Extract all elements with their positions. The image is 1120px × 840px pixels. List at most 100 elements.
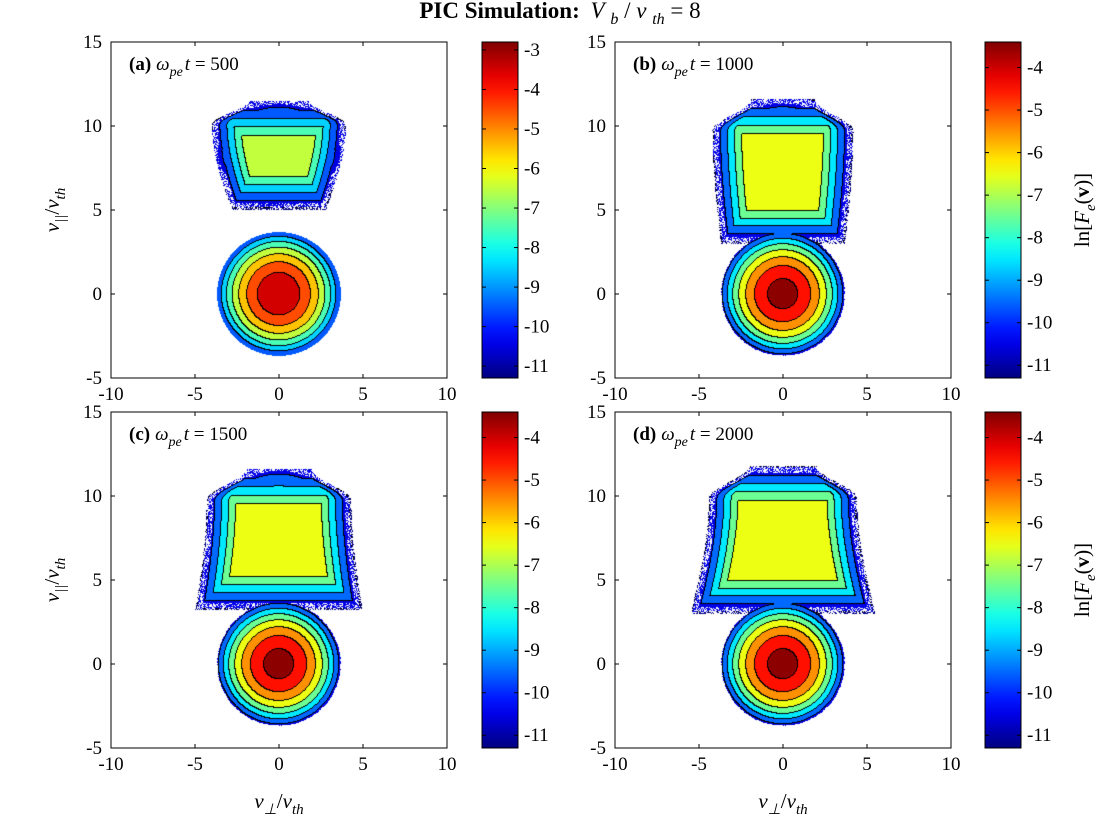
colorbar-tick-label: -9: [1027, 640, 1043, 661]
colorbar-tick-label: -8: [524, 238, 540, 259]
colorbar-tick-label: -6: [1027, 143, 1043, 164]
colorbar: [481, 41, 519, 379]
distribution-heatmap: [615, 42, 951, 378]
colorbar-tick-label: -9: [524, 277, 540, 298]
y-tick-label: 0: [93, 654, 103, 675]
x-tick-label: -10: [602, 384, 627, 405]
colorbar-tick-label: -5: [1027, 470, 1043, 491]
colorbar-tick-label: -10: [1027, 313, 1052, 334]
y-tick-label: 15: [587, 402, 606, 423]
figure-title-v: V: [591, 0, 608, 23]
x-axis-label: v⊥/vth: [758, 789, 807, 818]
y-tick-label: 5: [597, 570, 607, 591]
colorbar-tick-label: -8: [524, 598, 540, 619]
y-axis-label: v||/vth: [40, 188, 69, 232]
colorbar-tick-label: -4: [1027, 428, 1043, 449]
x-tick-label: 0: [778, 754, 788, 775]
colorbar-tick-label: -8: [1027, 228, 1043, 249]
y-axis-label: v||/vth: [40, 558, 69, 602]
x-tick-label: -5: [691, 384, 707, 405]
figure-title-slash: /: [624, 0, 631, 23]
colorbar-tick-label: -7: [524, 555, 540, 576]
distribution-heatmap: [615, 412, 951, 748]
figure-title-v-sub: b: [610, 11, 618, 28]
colorbar-tick-label: -4: [524, 428, 540, 449]
y-tick-label: 0: [93, 284, 103, 305]
panel-label: (b) ωpe t = 1000: [633, 54, 753, 80]
y-tick-label: 10: [83, 116, 102, 137]
x-tick-label: 0: [274, 754, 284, 775]
x-tick-label: 10: [438, 754, 457, 775]
colorbar-tick-label: -5: [1027, 100, 1043, 121]
figure-title-bold: PIC Simulation:: [419, 0, 579, 23]
y-tick-label: 10: [587, 116, 606, 137]
panel-label: (a) ωpe t = 500: [129, 54, 239, 80]
colorbar-tick-label: -5: [524, 119, 540, 140]
panel-label: (d) ωpe t = 2000: [633, 424, 753, 450]
y-tick-label: 5: [93, 570, 103, 591]
colorbar-tick-label: -11: [524, 356, 549, 377]
figure-title: PIC Simulation: V b / v th = 8: [419, 0, 700, 29]
colorbar-tick-label: -10: [524, 317, 549, 338]
y-tick-label: -5: [590, 738, 606, 759]
colorbar: [984, 411, 1022, 749]
x-tick-label: -10: [98, 754, 123, 775]
colorbar-tick-label: -10: [524, 683, 549, 704]
colorbar-tick-label: -4: [524, 79, 540, 100]
colorbar-tick-label: -7: [1027, 555, 1043, 576]
colorbar-tick-label: -11: [1027, 725, 1052, 746]
colorbar-tick-label: -5: [524, 470, 540, 491]
x-tick-label: 10: [438, 384, 457, 405]
colorbar-tick-label: -10: [1027, 683, 1052, 704]
colorbar-tick-label: -7: [524, 198, 540, 219]
colorbar-tick-label: -4: [1027, 58, 1043, 79]
colorbar-tick-label: -8: [1027, 598, 1043, 619]
colorbar-tick-label: -11: [524, 725, 549, 746]
colorbar-tick-label: -7: [1027, 185, 1043, 206]
panel-a: -10 -5 0 5 10 -5 0 5 10 15 (a) ωpe t = 500 v||/vth -3 -…: [40, 32, 549, 405]
colorbar-tick-label: -6: [524, 513, 540, 534]
x-tick-label: 0: [274, 384, 284, 405]
y-tick-label: -5: [590, 368, 606, 389]
y-tick-label: 5: [597, 200, 607, 221]
colorbar: [481, 411, 519, 749]
y-tick-label: 5: [93, 200, 103, 221]
colorbar: [984, 41, 1022, 379]
y-tick-label: 10: [587, 486, 606, 507]
x-tick-label: 5: [862, 384, 872, 405]
x-tick-label: 5: [358, 384, 368, 405]
y-tick-label: -5: [86, 738, 102, 759]
x-tick-label: 5: [358, 754, 368, 775]
distribution-heatmap: [111, 42, 447, 378]
x-tick-label: 5: [862, 754, 872, 775]
x-tick-label: -5: [187, 754, 203, 775]
colorbar-tick-label: -3: [524, 40, 540, 61]
colorbar-label: ln[Fe(v)]: [1070, 173, 1099, 247]
y-tick-label: 15: [587, 32, 606, 53]
distribution-heatmap: [111, 412, 447, 748]
y-tick-label: 0: [597, 284, 607, 305]
panel-label: (c) ωpe t = 1500: [129, 424, 247, 450]
figure-title-vth-sub: th: [652, 11, 664, 28]
x-axis-label: v⊥/vth: [254, 789, 303, 818]
colorbar-tick-label: -9: [524, 640, 540, 661]
x-tick-label: 0: [778, 384, 788, 405]
colorbar-tick-label: -11: [1027, 355, 1052, 376]
figure-title-value: = 8: [670, 0, 700, 23]
x-tick-label: -5: [187, 384, 203, 405]
x-tick-label: -10: [602, 754, 627, 775]
x-tick-label: 10: [942, 754, 961, 775]
figure-title-vth: v: [636, 0, 647, 23]
colorbar-label: ln[Fe(v)]: [1070, 543, 1099, 617]
y-tick-label: 15: [83, 32, 102, 53]
x-tick-label: -5: [691, 754, 707, 775]
y-tick-label: 10: [83, 486, 102, 507]
x-tick-label: -10: [98, 384, 123, 405]
y-tick-label: 0: [597, 654, 607, 675]
x-tick-label: 10: [942, 384, 961, 405]
